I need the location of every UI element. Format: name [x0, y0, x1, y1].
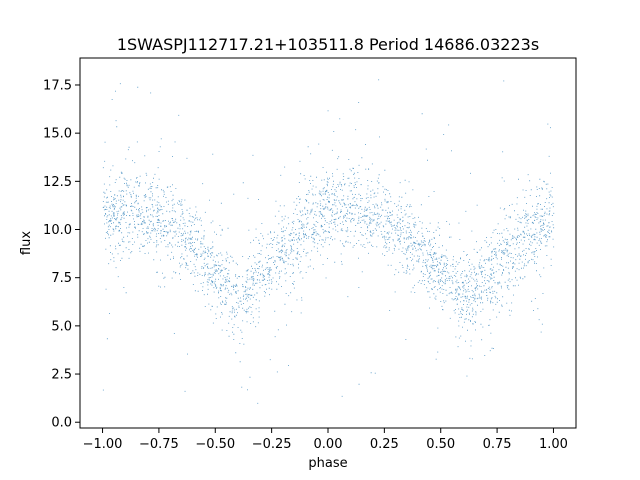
x-tick-label: 1.00 — [539, 437, 568, 452]
y-tick-label: 7.5 — [51, 271, 72, 286]
x-axis-label: phase — [308, 456, 347, 471]
y-tick-label: 12.5 — [43, 175, 72, 190]
y-axis-label: flux — [19, 231, 34, 255]
y-tick-label: 0.0 — [51, 416, 72, 431]
chart-title: 1SWASPJ112717.21+103511.8 Period 14686.0… — [117, 35, 539, 54]
x-tick-label: 0.25 — [370, 437, 399, 452]
x-tick-label: −0.25 — [252, 437, 292, 452]
x-tick-label: 0.75 — [483, 437, 512, 452]
x-tick-label: −0.50 — [195, 437, 235, 452]
x-tick-label: 0.00 — [314, 437, 343, 452]
y-tick-label: 2.5 — [51, 368, 72, 383]
y-axis: 0.0 2.5 5.0 7.5 10.0 12.5 15.0 17.5 — [43, 78, 80, 431]
y-tick-label: 5.0 — [51, 319, 72, 334]
x-tick-label: −0.75 — [139, 437, 179, 452]
y-tick-label: 10.0 — [43, 223, 72, 238]
x-tick-label: 0.50 — [426, 437, 455, 452]
y-tick-label: 17.5 — [43, 78, 72, 93]
x-tick-label: −1.00 — [83, 437, 123, 452]
y-tick-label: 15.0 — [43, 127, 72, 142]
x-axis: −1.00 −0.75 −0.50 −0.25 0.00 0.25 0.50 0.75 1.00 — [83, 428, 568, 452]
